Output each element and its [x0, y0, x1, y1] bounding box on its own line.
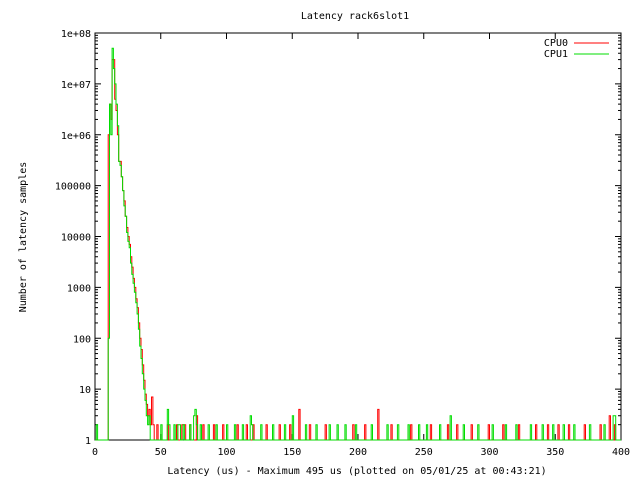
- legend-label-cpu1: CPU1: [544, 49, 568, 60]
- y-tick-label: 1000: [67, 283, 91, 294]
- series-layer: [95, 47, 621, 441]
- x-tick-label: 100: [217, 447, 235, 458]
- y-tick-label: 100: [73, 334, 91, 345]
- x-tick-label: 150: [283, 447, 301, 458]
- x-tick-label: 50: [155, 447, 167, 458]
- y-axis-ticks: 1 10 100 1000 10000 100000 1e+06 1e+07 1e+08: [55, 29, 621, 447]
- x-tick-label: 300: [480, 447, 498, 458]
- plot-frame: [94, 32, 622, 441]
- series-line-cpu1: [95, 47, 621, 441]
- chart-title: Latency rack6slot1: [301, 11, 409, 22]
- legend-label-cpu0: CPU0: [544, 38, 568, 49]
- y-tick-label: 1e+08: [61, 29, 91, 40]
- y-tick-label: 1e+07: [61, 80, 91, 91]
- x-tick-label: 200: [349, 447, 367, 458]
- series-line-cpu0: [95, 59, 621, 441]
- x-tick-label: 350: [546, 447, 564, 458]
- y-tick-label: 10: [79, 385, 91, 396]
- x-axis-label: Latency (us) - Maximum 495 us (plotted o…: [167, 466, 546, 477]
- x-tick-label: 250: [415, 447, 433, 458]
- y-tick-label: 1e+06: [61, 131, 91, 142]
- y-axis-label: Number of latency samples: [18, 162, 29, 313]
- y-tick-label: 100000: [55, 182, 91, 193]
- x-axis-ticks: 0 50 100 150 200 250 300 350 400: [92, 33, 630, 458]
- y-tick-label: 1: [85, 436, 91, 447]
- y-tick-label: 10000: [61, 233, 91, 244]
- x-tick-label: 0: [92, 447, 98, 458]
- x-tick-label: 400: [612, 447, 630, 458]
